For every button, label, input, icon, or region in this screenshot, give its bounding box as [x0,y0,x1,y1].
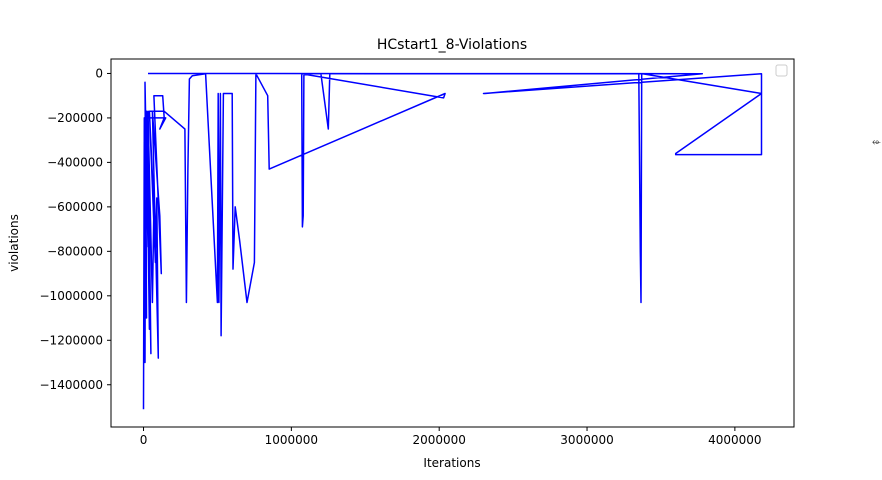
y-tick-label: −1200000 [40,333,104,347]
y-tick-label: −400000 [47,155,103,169]
y-tick-label: −600000 [47,200,103,214]
x-tick-label: 3000000 [560,433,613,447]
x-tick-label: 4000000 [708,433,761,447]
y-tick-label: 0 [95,66,103,80]
y-tick-label: −200000 [47,111,103,125]
legend-box [775,64,788,77]
x-tick-label: 2000000 [412,433,465,447]
y-tick-label: −800000 [47,244,103,258]
x-tick-label: 0 [140,433,148,447]
y-tick-label: −1400000 [40,378,104,392]
y-tick-label: −1000000 [40,289,104,303]
chart-title: HCstart1_8-Violations [377,37,527,53]
x-tick-label: 1000000 [265,433,318,447]
plot-area-frame [110,58,795,428]
series-line-violations [142,72,763,410]
arrow-cursor-icon: ⬰ [872,135,881,148]
y-axis-label: violations [7,214,21,272]
x-axis-label: Iterations [423,456,480,470]
